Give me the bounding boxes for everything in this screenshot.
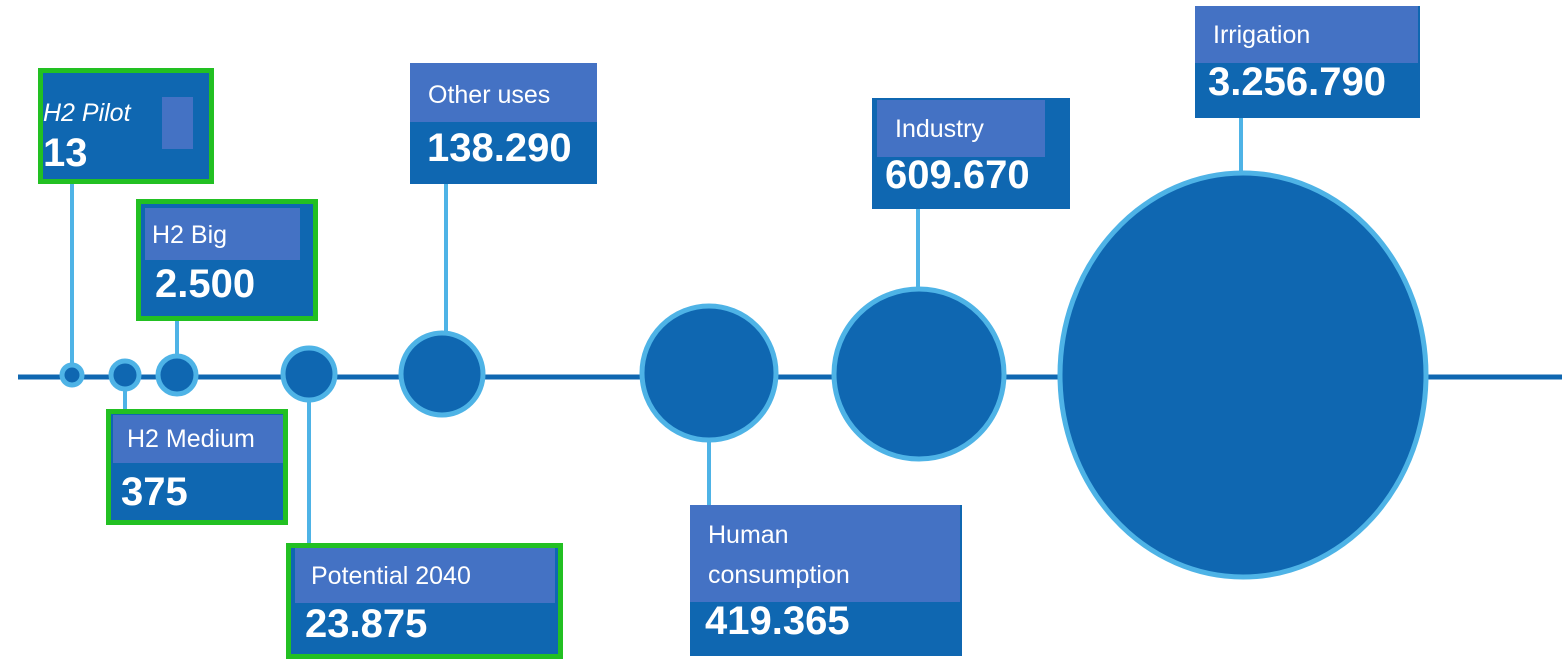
node-label: Industry <box>895 115 984 143</box>
bubble <box>108 358 142 392</box>
node-label: H2 Big <box>152 221 228 249</box>
node-box: Human consumption 419.365 <box>690 505 962 656</box>
label-band <box>145 208 300 260</box>
node-label: Irrigation <box>1213 21 1311 49</box>
node-value: 3.256.790 <box>1208 60 1386 104</box>
node-label: Human consumption <box>708 521 850 589</box>
node-box: H2 Medium 375 <box>106 409 288 525</box>
label-band <box>162 97 193 149</box>
label-band <box>1195 6 1418 63</box>
node-value: 375 <box>121 470 188 514</box>
node-value: 419.365 <box>705 599 850 643</box>
node-box: Industry 609.670 <box>872 98 1070 209</box>
label-band <box>113 415 283 463</box>
label-band <box>410 63 597 122</box>
node-value: 23.875 <box>305 602 428 646</box>
bubble <box>1057 170 1429 580</box>
node-label: H2 Pilot <box>43 99 131 127</box>
node-label: Other uses <box>428 81 551 109</box>
node-box: H2 Pilot 13 <box>38 68 214 184</box>
node-box: H2 Big 2.500 <box>136 199 318 321</box>
node-label: H2 Medium <box>127 425 255 453</box>
bubble <box>155 353 199 397</box>
bubble <box>398 330 486 418</box>
label-band <box>690 505 960 602</box>
node-box: Other uses 138.290 <box>410 63 597 184</box>
node-value: 138.290 <box>427 126 572 170</box>
bubble <box>639 303 779 443</box>
label-band <box>295 548 555 603</box>
bubble <box>59 362 85 388</box>
connectors <box>70 117 1243 546</box>
node-box: Potential 2040 23.875 <box>286 543 563 659</box>
node-value: 2.500 <box>155 262 256 306</box>
label-band <box>877 100 1045 157</box>
bubble <box>831 286 1007 462</box>
node-label: Potential 2040 <box>311 562 471 590</box>
node-value: 609.670 <box>885 153 1030 197</box>
bubbles <box>59 170 1429 580</box>
bubble <box>280 345 338 403</box>
node-box: Irrigation 3.256.790 <box>1195 6 1420 118</box>
node-value: 13 <box>43 131 88 175</box>
